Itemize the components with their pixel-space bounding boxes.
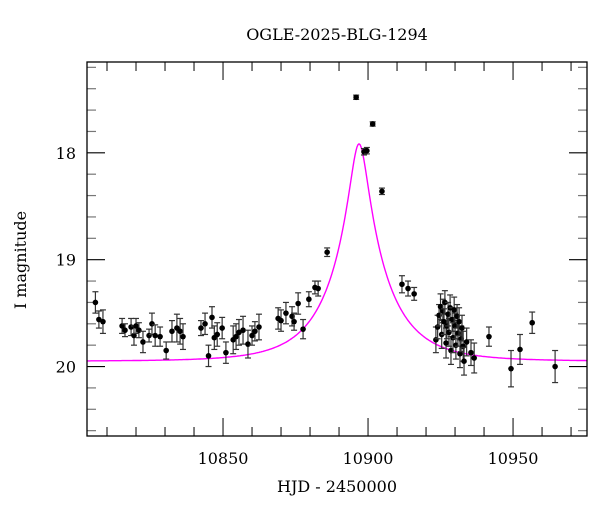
data-point	[305, 291, 312, 308]
data-point	[99, 309, 106, 335]
data-point	[459, 314, 465, 342]
data-point	[508, 349, 515, 388]
y-tick-label: 20	[56, 358, 76, 377]
data-point	[529, 311, 536, 335]
data-point	[463, 327, 470, 357]
minor-ticks	[87, 62, 587, 436]
data-point	[152, 324, 159, 347]
y-axis-label: I magnitude	[11, 211, 30, 309]
x-tick-label: 10900	[343, 449, 394, 468]
data-point	[168, 319, 175, 343]
x-axis-label: HJD - 2450000	[277, 477, 397, 496]
data-point	[173, 313, 180, 343]
model-curve-path	[87, 143, 587, 362]
data-point	[411, 286, 418, 301]
data-point	[378, 187, 385, 196]
data-point	[452, 330, 459, 360]
plot-frame	[86, 61, 588, 437]
data-point	[315, 280, 322, 297]
data-point	[324, 247, 331, 258]
data-point	[485, 326, 492, 347]
data-point	[139, 330, 146, 354]
data-point	[179, 323, 186, 351]
data-points	[92, 94, 559, 388]
model-curve	[87, 143, 587, 362]
data-point	[197, 319, 204, 337]
data-point	[445, 317, 452, 347]
data-point	[133, 317, 140, 335]
data-point	[233, 323, 240, 351]
x-tick-labels: 10850 10900 10950	[198, 449, 539, 468]
data-point	[148, 312, 155, 336]
data-point	[209, 306, 215, 329]
data-point	[552, 349, 559, 384]
major-ticks	[87, 62, 587, 436]
data-point	[249, 325, 256, 346]
data-point	[467, 339, 474, 367]
data-point	[214, 322, 221, 347]
data-point	[517, 333, 524, 366]
data-point	[121, 323, 128, 338]
data-point	[119, 317, 126, 335]
data-point	[251, 321, 258, 342]
data-point	[398, 275, 405, 294]
data-point	[363, 146, 370, 155]
chart-title: OGLE-2025-BLG-1294	[246, 25, 428, 44]
x-tick-label: 10850	[198, 449, 249, 468]
data-point	[157, 326, 164, 347]
data-point	[255, 313, 262, 341]
data-point	[146, 328, 153, 343]
data-point	[177, 317, 184, 345]
data-point	[295, 292, 302, 315]
data-point	[211, 325, 218, 351]
data-point	[405, 280, 412, 297]
y-tick-label: 19	[56, 251, 76, 270]
y-tick-labels: 18 19 20	[56, 144, 76, 377]
data-point	[240, 315, 247, 345]
data-point	[92, 291, 99, 314]
data-point	[300, 318, 307, 340]
y-tick-label: 18	[56, 144, 76, 163]
data-point	[219, 316, 226, 340]
data-point	[202, 312, 209, 336]
data-point	[278, 309, 285, 332]
data-point	[289, 306, 296, 327]
data-point	[471, 342, 478, 374]
data-point	[369, 121, 376, 127]
data-point	[461, 346, 468, 376]
data-point	[353, 94, 360, 101]
data-point	[291, 312, 298, 331]
data-point	[282, 301, 289, 325]
data-point	[205, 344, 212, 368]
data-point	[163, 341, 170, 360]
data-point	[222, 341, 229, 364]
data-point	[451, 296, 458, 324]
x-tick-label: 10950	[488, 449, 539, 468]
